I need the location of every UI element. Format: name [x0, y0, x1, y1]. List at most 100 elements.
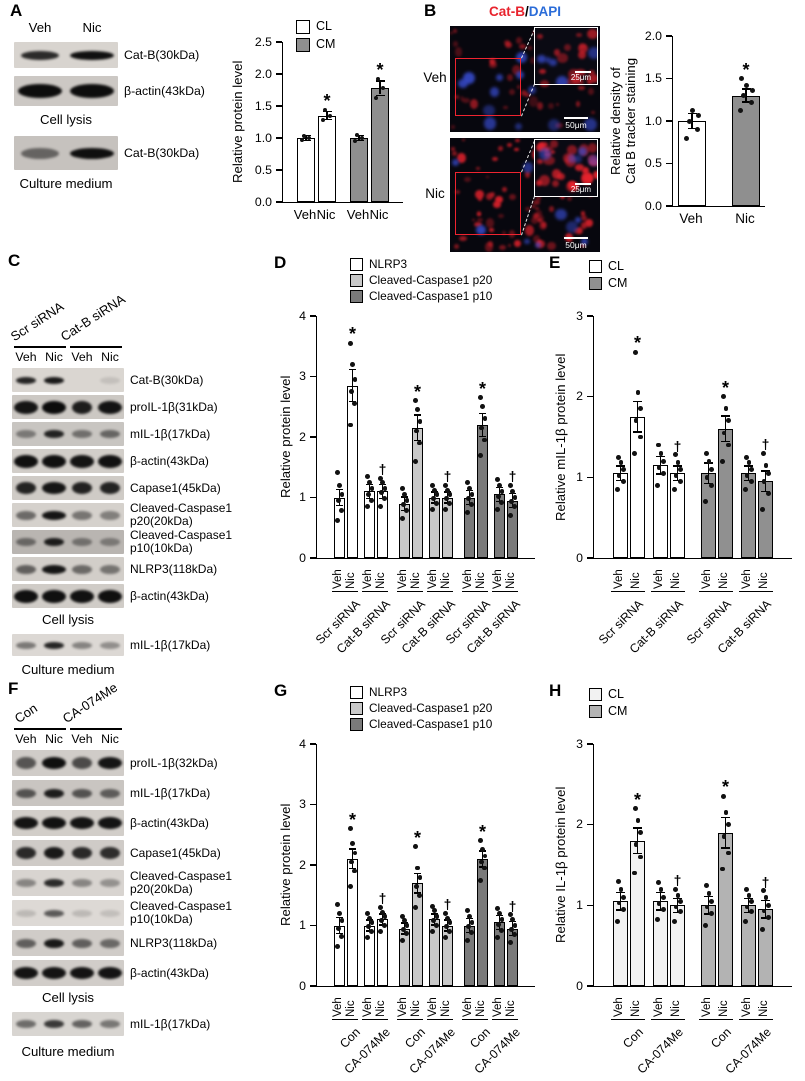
y-tick [310, 743, 316, 745]
blot-band [71, 847, 93, 859]
data-point [743, 886, 749, 892]
nucleus-speckle [555, 208, 567, 220]
y-tick [587, 823, 593, 826]
data-point [633, 842, 639, 848]
blot-strip [12, 840, 124, 866]
data-point [352, 377, 358, 382]
blot-band [71, 430, 93, 438]
nucleus-speckle [588, 155, 597, 167]
bar [670, 905, 685, 986]
blot-band [15, 879, 37, 887]
data-point [661, 894, 667, 900]
blot-band [15, 564, 37, 574]
data-point [360, 136, 365, 140]
data-point [477, 452, 483, 458]
y-tick [276, 169, 282, 171]
stain-speckle [506, 143, 513, 148]
error-bar-cap [673, 911, 682, 914]
x-group-line [427, 591, 453, 593]
y-tick [666, 162, 672, 165]
error-bar-cap [375, 94, 385, 96]
x-tick-label: Veh [427, 569, 439, 589]
stain-speckle [484, 242, 494, 252]
lane-label: Veh [71, 732, 93, 746]
x-group-line [332, 591, 358, 593]
data-point [655, 880, 661, 886]
data-point [382, 486, 388, 491]
x-tick-label: Veh [427, 997, 439, 1017]
data-point [482, 865, 487, 871]
stain-speckle [551, 179, 559, 187]
data-point [672, 452, 678, 458]
error-bar-cap [301, 139, 311, 142]
legend-swatch [350, 274, 363, 287]
stain-speckle [534, 206, 539, 210]
data-point [429, 507, 435, 512]
blot-section-caption: Culture medium [21, 1044, 115, 1059]
nucleus-speckle [544, 57, 551, 64]
data-point [431, 918, 436, 924]
legend-swatch [296, 20, 310, 34]
y-tick [587, 315, 593, 317]
x-tick-label: Veh [741, 569, 753, 589]
blot-band [71, 938, 93, 948]
data-point [496, 921, 501, 927]
blot-band [71, 788, 93, 798]
band-label: β-actin(43kDa) [130, 454, 209, 468]
lane-label: Veh [28, 20, 52, 35]
stain-speckle [556, 52, 568, 63]
error-bar-cap [616, 465, 625, 467]
band-label-line: mIL-1β(17kDa) [130, 426, 211, 441]
data-point [348, 340, 354, 346]
bar [732, 95, 760, 206]
error-bar-cap [479, 412, 486, 415]
stain-speckle [451, 147, 456, 151]
stain-speckle [591, 110, 595, 114]
blot-band [71, 1020, 93, 1028]
error-bar-cap [354, 134, 364, 137]
panel-label-b: B [424, 1, 437, 20]
band-label: β-actin(43kDa) [130, 966, 209, 980]
data-point [442, 935, 448, 940]
blot-band [98, 757, 122, 769]
x-group-line [699, 1019, 733, 1021]
blot-band [42, 400, 66, 414]
y-tick-label: 2.0 [644, 28, 662, 43]
legend-label: Cleaved-Caspase1 p10 [369, 717, 493, 731]
blot-band [15, 1020, 37, 1028]
band-label: NLRP3(118kDa) [130, 562, 217, 576]
y-tick [310, 315, 316, 317]
plot-area: * [672, 36, 765, 207]
blot-strip [12, 422, 124, 446]
stain-speckle [581, 214, 588, 221]
data-point [656, 901, 662, 907]
blot-strip [12, 476, 124, 500]
bar [670, 473, 685, 558]
band-label-line: β-actin(43kDa) [124, 83, 205, 98]
stain-title-part: Cat-B [488, 4, 525, 19]
data-point [677, 909, 683, 915]
x-tick-label: Nic [410, 572, 422, 589]
blot-strip [12, 870, 124, 896]
lane-label: Nic [82, 20, 102, 35]
data-point [429, 929, 435, 934]
x-group-line [611, 1019, 645, 1021]
image-row-label: Nic [425, 186, 445, 201]
data-point [466, 924, 471, 930]
blot-band [15, 641, 37, 649]
y-tick-label: 1.5 [254, 98, 272, 113]
band-label-line: β-actin(43kDa) [130, 588, 209, 603]
stain-speckle [578, 51, 586, 59]
y-axis-label: Relative mIL-1β protein level [553, 353, 568, 521]
data-point [499, 489, 505, 494]
data-point [694, 127, 700, 132]
data-point [760, 507, 765, 512]
nucleus-speckle [524, 239, 530, 245]
blot-band [98, 454, 122, 468]
data-point [658, 886, 664, 892]
data-point [660, 906, 666, 912]
data-point [417, 419, 423, 425]
band-label: Cleaved-Caspase1 p10(10kDa) [130, 529, 232, 555]
stain-speckle [476, 167, 480, 170]
error-bar-cap [336, 916, 343, 919]
